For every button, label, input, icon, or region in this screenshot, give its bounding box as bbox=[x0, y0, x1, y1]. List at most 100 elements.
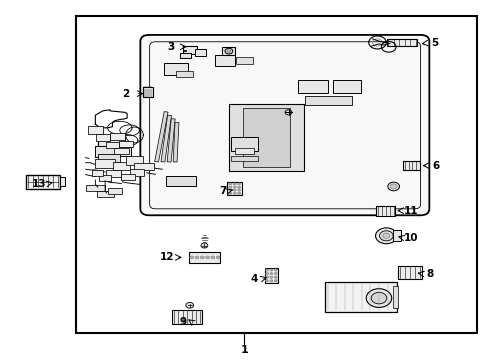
Circle shape bbox=[189, 256, 193, 259]
Bar bbox=[230, 156, 258, 161]
Bar bbox=[167, 119, 175, 162]
Circle shape bbox=[226, 50, 230, 53]
Bar bbox=[110, 133, 124, 140]
Circle shape bbox=[224, 48, 232, 54]
Bar bbox=[173, 122, 179, 162]
Circle shape bbox=[382, 233, 389, 238]
Circle shape bbox=[269, 276, 272, 278]
Circle shape bbox=[210, 256, 214, 259]
Bar bbox=[119, 141, 133, 147]
Text: 13: 13 bbox=[32, 179, 46, 189]
Circle shape bbox=[233, 186, 236, 188]
Bar bbox=[183, 46, 196, 54]
Circle shape bbox=[228, 183, 231, 185]
Bar bbox=[126, 156, 142, 165]
Bar bbox=[106, 142, 118, 148]
Bar bbox=[99, 175, 111, 181]
Bar bbox=[26, 175, 60, 189]
Circle shape bbox=[265, 280, 268, 282]
Circle shape bbox=[274, 273, 277, 275]
Text: 4: 4 bbox=[250, 274, 258, 284]
Text: 1: 1 bbox=[240, 345, 248, 355]
Circle shape bbox=[269, 280, 272, 282]
Text: 3: 3 bbox=[167, 42, 174, 52]
Circle shape bbox=[379, 231, 392, 241]
Bar bbox=[305, 96, 351, 105]
Bar bbox=[121, 174, 135, 180]
Bar bbox=[227, 182, 242, 195]
Bar bbox=[92, 170, 103, 176]
Bar bbox=[116, 148, 130, 156]
Bar bbox=[114, 148, 128, 154]
Text: 7: 7 bbox=[218, 186, 226, 196]
Bar bbox=[161, 115, 171, 162]
Bar bbox=[392, 230, 401, 241]
Bar bbox=[188, 252, 220, 263]
Bar bbox=[134, 163, 154, 170]
Bar bbox=[402, 161, 419, 170]
Circle shape bbox=[265, 269, 268, 271]
Bar bbox=[180, 53, 191, 58]
Bar bbox=[112, 162, 129, 170]
Bar bbox=[195, 49, 205, 56]
Circle shape bbox=[237, 189, 240, 191]
Text: 8: 8 bbox=[426, 269, 433, 279]
Bar bbox=[235, 57, 253, 64]
Bar bbox=[166, 176, 195, 186]
Circle shape bbox=[389, 184, 396, 189]
Circle shape bbox=[237, 192, 240, 194]
Text: 9: 9 bbox=[180, 317, 186, 327]
Text: 11: 11 bbox=[403, 206, 417, 216]
Circle shape bbox=[228, 189, 231, 191]
Bar bbox=[171, 310, 202, 324]
Bar bbox=[60, 177, 65, 186]
Bar bbox=[129, 169, 144, 176]
Circle shape bbox=[233, 183, 236, 185]
Bar bbox=[264, 268, 277, 283]
Bar bbox=[76, 16, 476, 333]
Bar bbox=[222, 47, 235, 55]
Circle shape bbox=[274, 276, 277, 278]
FancyBboxPatch shape bbox=[140, 35, 428, 215]
Circle shape bbox=[228, 186, 231, 188]
Bar bbox=[96, 191, 113, 197]
Circle shape bbox=[205, 256, 209, 259]
Bar bbox=[85, 185, 105, 191]
Bar bbox=[96, 134, 109, 141]
Bar bbox=[154, 112, 168, 162]
Circle shape bbox=[228, 192, 231, 194]
Bar bbox=[324, 282, 396, 312]
Circle shape bbox=[269, 269, 272, 271]
Bar bbox=[164, 63, 187, 75]
Bar bbox=[234, 148, 254, 154]
Bar bbox=[332, 80, 361, 93]
Circle shape bbox=[366, 289, 391, 307]
Bar bbox=[98, 137, 125, 154]
Circle shape bbox=[274, 280, 277, 282]
Circle shape bbox=[233, 189, 236, 191]
Bar bbox=[243, 108, 289, 167]
Bar bbox=[298, 80, 327, 93]
Bar bbox=[107, 188, 122, 194]
Bar bbox=[215, 55, 234, 66]
Bar bbox=[106, 170, 121, 177]
Circle shape bbox=[265, 273, 268, 275]
Bar bbox=[392, 286, 397, 308]
Bar bbox=[98, 154, 119, 162]
Circle shape bbox=[216, 256, 220, 259]
Circle shape bbox=[233, 192, 236, 194]
Circle shape bbox=[201, 243, 207, 248]
Text: 6: 6 bbox=[432, 161, 439, 171]
Text: 5: 5 bbox=[431, 38, 438, 48]
Circle shape bbox=[265, 276, 268, 278]
Circle shape bbox=[185, 302, 193, 308]
Bar bbox=[375, 206, 394, 216]
Text: 10: 10 bbox=[403, 233, 417, 243]
Circle shape bbox=[200, 256, 204, 259]
Circle shape bbox=[387, 182, 399, 191]
Bar bbox=[95, 146, 115, 157]
Circle shape bbox=[237, 183, 240, 185]
Circle shape bbox=[274, 269, 277, 271]
Circle shape bbox=[195, 256, 199, 259]
Bar bbox=[176, 71, 193, 77]
